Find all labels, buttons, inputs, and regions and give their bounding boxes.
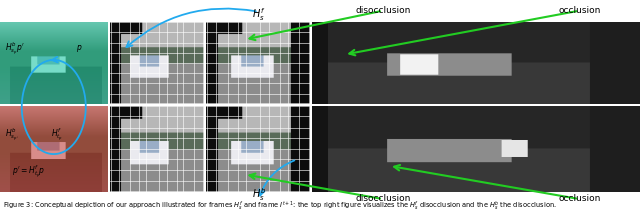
Text: $H_s^f$: $H_s^f$ xyxy=(252,6,265,23)
Text: $p^\prime = H_{t_p}^f p$: $p^\prime = H_{t_p}^f p$ xyxy=(12,163,45,180)
Text: occlusion: occlusion xyxy=(558,194,600,203)
Text: $H_s^b$: $H_s^b$ xyxy=(252,186,266,203)
Text: disocclusion: disocclusion xyxy=(355,6,410,15)
Text: $H_{t_p}^f$: $H_{t_p}^f$ xyxy=(51,126,63,143)
Text: $H_{s_{p^\prime}}^b$: $H_{s_{p^\prime}}^b$ xyxy=(5,126,19,143)
Text: $p$: $p$ xyxy=(76,43,82,54)
Text: $H_{s_p}^b p^\prime$: $H_{s_p}^b p^\prime$ xyxy=(5,40,25,57)
Text: occlusion: occlusion xyxy=(558,6,600,15)
Text: disocclusion: disocclusion xyxy=(355,194,410,203)
Text: Figure 3: Conceptual depiction of our approach illustrated for frames $H_s^f$ an: Figure 3: Conceptual depiction of our ap… xyxy=(3,199,557,212)
